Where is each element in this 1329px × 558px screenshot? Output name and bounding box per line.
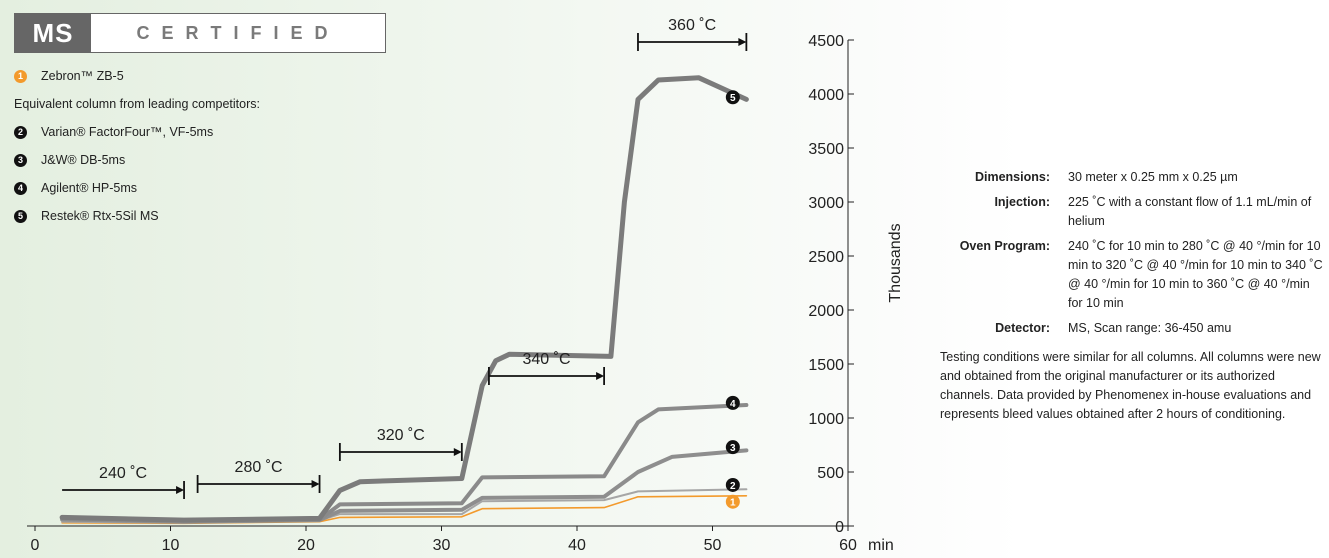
injection-row: Injection: 225 ˚C with a constant flow o…: [940, 193, 1325, 231]
temperature-arrowhead: [596, 372, 605, 380]
x-tick-label: 30: [433, 537, 451, 554]
legend-marker-3: 3: [14, 153, 27, 167]
dimensions-row: Dimensions: 30 meter x 0.25 mm x 0.25 µm: [940, 168, 1325, 187]
series-marker-5: [725, 90, 740, 105]
conditions-note: Testing conditions were similar for all …: [940, 350, 1321, 421]
legend-label: Zebron™ ZB-5: [41, 69, 124, 83]
series-marker-3: [725, 440, 740, 455]
legend-item-zebron: 1 Zebron™ ZB-5: [14, 66, 260, 86]
legend: 1 Zebron™ ZB-5 Equivalent column from le…: [14, 66, 260, 234]
y-tick-label: 2500: [808, 249, 844, 266]
legend-marker-1: 1: [14, 69, 27, 83]
temperature-label: 320 ˚C: [377, 427, 425, 444]
legend-marker-2: 2: [14, 125, 27, 139]
dimensions-label: Dimensions:: [974, 170, 1050, 184]
legend-marker-5: 5: [14, 209, 27, 223]
temperature-label: 280 ˚C: [235, 459, 283, 476]
test-conditions-panel: Dimensions: 30 meter x 0.25 mm x 0.25 µm…: [940, 168, 1325, 424]
temperature-arrowhead: [738, 38, 747, 46]
y-axis-label: Thousands: [887, 223, 904, 302]
legend-item-jw: 3 J&W® DB-5ms: [14, 150, 260, 170]
y-tick-label: 4500: [808, 33, 844, 50]
ms-certified-badge: MS CERTIFIED: [14, 13, 386, 53]
detector-label: Detector:: [995, 321, 1050, 335]
legend-subheading: Equivalent column from leading competito…: [14, 94, 260, 114]
legend-label: Restek® Rtx-5Sil MS: [41, 209, 159, 223]
y-tick-label: 3500: [808, 141, 844, 158]
y-tick-label: 0: [835, 519, 844, 536]
dimensions-value: 30 meter x 0.25 mm x 0.25 µm: [1068, 170, 1238, 184]
legend-item-agilent: 4 Agilent® HP-5ms: [14, 178, 260, 198]
legend-label: J&W® DB-5ms: [41, 153, 126, 167]
series-marker-label: 1: [730, 498, 736, 509]
oven-program-row: Oven Program: 240 ˚C for 10 min to 280 ˚…: [940, 237, 1325, 313]
injection-label: Injection:: [994, 195, 1050, 209]
temperature-arrowhead: [176, 486, 185, 494]
legend-marker-4: 4: [14, 181, 27, 195]
certified-label: CERTIFIED: [136, 22, 340, 43]
series-line-4: [60, 403, 749, 523]
legend-label: Agilent® HP-5ms: [41, 181, 138, 195]
x-tick-label: 60: [839, 537, 857, 554]
legend-item-restek: 5 Restek® Rtx-5Sil MS: [14, 206, 260, 226]
y-tick-label: 3000: [808, 195, 844, 212]
x-axis-label: min: [868, 537, 894, 554]
temperature-arrowhead: [453, 448, 462, 456]
series-marker-label: 4: [730, 399, 736, 410]
series-marker-label: 3: [730, 443, 736, 454]
detector-row: Detector: MS, Scan range: 36-450 amu: [940, 319, 1325, 338]
y-tick-label: 4000: [808, 87, 844, 104]
ms-label: MS: [15, 14, 91, 52]
oven-program-label: Oven Program:: [959, 239, 1050, 253]
temperature-label: 240 ˚C: [99, 465, 147, 482]
temperature-arrowhead: [311, 480, 320, 488]
x-tick-label: 50: [704, 537, 722, 554]
series-line-5: [59, 75, 749, 523]
oven-program-value: 240 ˚C for 10 min to 280 ˚C @ 40 °/min f…: [1068, 239, 1323, 310]
y-tick-label: 2000: [808, 303, 844, 320]
x-tick-label: 40: [568, 537, 586, 554]
chart-background: [0, 0, 890, 558]
series-marker-label: 5: [730, 93, 736, 104]
series-marker-4: [725, 395, 740, 410]
legend-item-varian: 2 Varian® FactorFour™, VF-5ms: [14, 122, 260, 142]
series-marker-1: [725, 494, 740, 509]
x-tick-label: 20: [297, 537, 315, 554]
series-marker-2: [725, 477, 740, 492]
detector-value: MS, Scan range: 36-450 amu: [1068, 321, 1232, 335]
temperature-label: 340 ˚C: [522, 351, 570, 368]
x-tick-label: 10: [162, 537, 180, 554]
legend-subheading-text: Equivalent column from leading competito…: [14, 97, 260, 111]
injection-value: 225 ˚C with a constant flow of 1.1 mL/mi…: [1068, 195, 1312, 228]
x-tick-label: 0: [31, 537, 40, 554]
temperature-label: 360 ˚C: [668, 17, 716, 34]
y-tick-label: 500: [817, 465, 844, 482]
y-tick-label: 1000: [808, 411, 844, 428]
info-background: [890, 0, 1329, 558]
series-marker-label: 2: [730, 481, 736, 492]
series-line-3: [60, 448, 749, 524]
legend-label: Varian® FactorFour™, VF-5ms: [41, 125, 214, 139]
y-tick-label: 1500: [808, 357, 844, 374]
